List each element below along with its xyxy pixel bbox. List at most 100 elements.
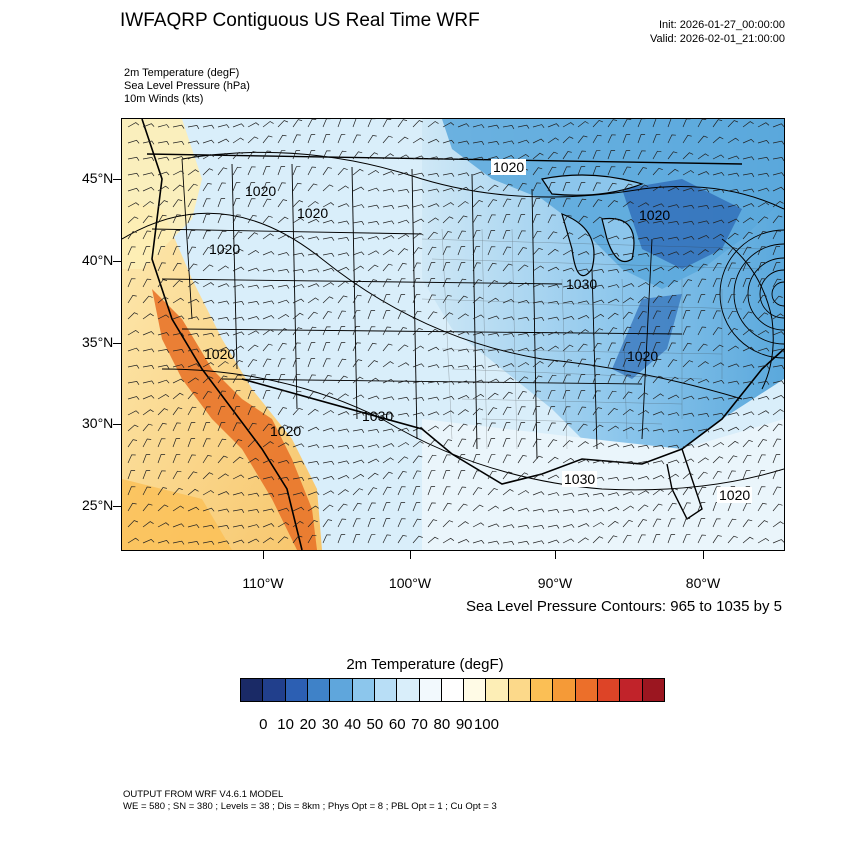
wind-barb [337,474,350,480]
wind-barb [742,278,751,288]
wind-barb [157,246,166,256]
wind-barb [427,502,436,512]
wind-barb [562,330,575,336]
wind-barb [772,278,782,288]
wind-barb [562,250,575,256]
wind-barb [637,202,650,208]
wind-barb [757,278,766,288]
wind-barb [247,492,260,497]
wind-barb [322,296,334,304]
wind-barb [367,444,380,449]
wind-barb [382,378,395,384]
wind-barb [337,503,348,512]
wind-barb [172,214,181,224]
wind-barb [562,136,574,144]
wind-barb [217,390,227,400]
wind-barb [742,246,752,256]
wind-barb [697,413,710,418]
wind-barb [382,471,393,480]
wind-barb [247,344,259,352]
wind-barb [217,473,229,480]
wind-barb [577,150,587,160]
pressure-label: 1020 [245,183,277,199]
colorbar-tick-label: 70 [411,716,428,733]
colorbar-swatch [530,678,554,702]
pressure-label: 1020 [204,346,236,362]
wind-barb [517,540,530,545]
wind-barb [502,541,515,545]
wind-barb [727,218,740,224]
wind-barb [292,520,304,528]
wind-barb [382,235,395,240]
wind-barb [157,408,169,416]
wind-barb [322,427,335,432]
wind-barb [742,381,755,385]
wind-barb [397,442,410,448]
wind-barb [127,202,140,208]
wind-barb [442,424,454,432]
wind-barb [457,470,466,480]
wind-barb [352,488,364,496]
wind-barb [637,427,650,432]
wind-barb [667,251,680,256]
wind-barb [457,123,470,128]
wind-barb [382,413,395,418]
wind-barb [772,331,784,336]
florida-coast [666,448,703,521]
wind-barb [502,454,512,464]
wind-barb [187,140,200,145]
wind-barb [442,156,455,161]
wind-barb [697,153,709,160]
wind-barb [637,392,649,400]
wind-barb [157,438,166,448]
wind-barb [682,534,691,544]
wind-barb [487,523,500,528]
wind-barb [667,294,677,304]
wind-barb [262,508,275,513]
wind-barb [157,124,170,129]
wind-barb [247,284,260,289]
colorbar-tick-label: 20 [299,716,317,733]
pressure-label: 1030 [362,408,394,424]
wind-barb [622,374,632,384]
wind-barb [277,252,290,256]
wind-barb [652,460,665,465]
wind-barb [187,377,199,384]
wind-barb [367,250,380,256]
wind-barb [172,349,185,353]
wind-barb [592,269,605,273]
wind-barb [652,534,661,544]
wind-barb [667,534,676,544]
wind-barb [382,326,392,336]
wind-barb [472,296,484,304]
wind-barb [262,198,272,208]
wind-barb [547,248,559,256]
wind-barb [307,201,319,208]
wind-barb [217,491,230,496]
lon-label-110w: 110°W [242,575,284,591]
wind-barb [577,166,586,176]
wind-barb [682,458,695,464]
wind-barb [367,377,380,384]
wind-barb [307,119,317,128]
wind-barb [382,278,392,288]
wind-barb [322,392,334,400]
wind-barb [367,518,376,528]
wind-barb [667,151,678,160]
wind-barb [667,459,680,464]
wind-barb [427,203,440,208]
wind-barb [127,454,136,464]
wind-barb [757,246,766,256]
wind-barb [322,119,331,128]
wind-barb [712,427,725,432]
lon-tick [703,551,704,559]
wind-barb [442,312,454,320]
wind-barb [562,300,575,305]
wind-barb [157,141,170,145]
wind-barb [232,151,243,160]
wind-barb [172,392,184,400]
wind-barb [727,247,738,256]
wind-barb [712,310,721,320]
wind-barb [532,438,542,448]
wind-barb [547,439,558,448]
